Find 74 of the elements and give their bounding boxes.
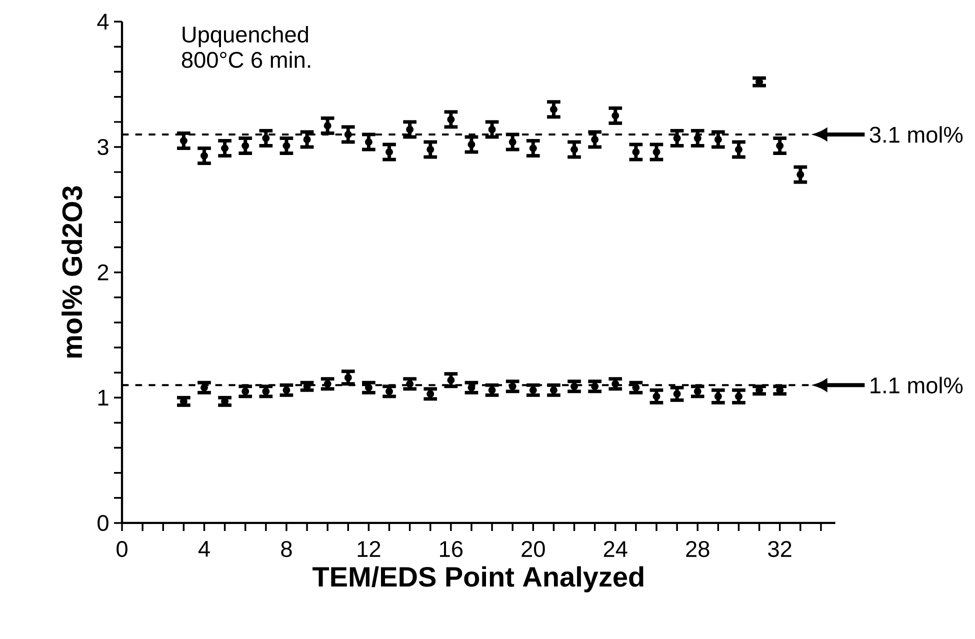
x-tick-label: 16 — [440, 541, 463, 558]
point — [776, 142, 784, 150]
x-tick-label: 4 — [198, 541, 210, 557]
point — [508, 138, 516, 146]
point — [406, 380, 414, 388]
point — [221, 144, 229, 152]
point — [200, 152, 208, 160]
point — [426, 390, 434, 398]
point — [673, 134, 681, 142]
point — [796, 170, 804, 178]
point — [303, 136, 311, 144]
y-tick-label: 3 — [98, 138, 108, 156]
point — [652, 148, 660, 156]
ref-line-label: 3.1 mol% — [870, 126, 963, 143]
point — [242, 388, 250, 396]
point — [488, 386, 496, 394]
y-tick-label: 0 — [98, 514, 108, 532]
point — [406, 126, 414, 134]
point — [364, 384, 372, 392]
point — [200, 384, 208, 392]
point — [570, 382, 578, 390]
x-axis-title: TEM/EDS Point Analyzed — [312, 566, 644, 592]
x-tick-label: 20 — [522, 541, 545, 558]
point — [324, 122, 332, 130]
annotation: 800°C 6 min. — [182, 51, 310, 68]
point — [282, 386, 290, 394]
point — [652, 392, 660, 400]
y-tick-label: 2 — [98, 264, 108, 280]
point — [673, 390, 681, 398]
x-tick-label: 12 — [358, 541, 380, 557]
point — [694, 134, 702, 142]
point — [632, 384, 640, 392]
point — [447, 376, 455, 384]
point — [386, 388, 393, 396]
point — [262, 388, 270, 396]
point — [508, 382, 516, 390]
point — [426, 146, 434, 154]
point — [447, 116, 455, 124]
point — [714, 392, 722, 400]
point — [180, 136, 188, 144]
point — [591, 136, 599, 144]
point — [262, 134, 270, 142]
point — [734, 392, 742, 400]
x-tick-label: 32 — [768, 541, 792, 558]
x-tick-label: 28 — [686, 541, 710, 558]
point — [529, 144, 537, 152]
point — [344, 130, 352, 138]
point — [694, 388, 702, 396]
point — [734, 146, 742, 154]
point — [612, 112, 620, 120]
point — [488, 126, 496, 134]
point — [550, 106, 558, 114]
point — [570, 146, 578, 154]
y-axis-title: mol% Gd2O3 — [62, 186, 82, 358]
point — [386, 148, 393, 156]
point — [591, 382, 599, 390]
x-tick-label: 24 — [604, 541, 628, 557]
point — [550, 386, 558, 394]
annotation: Upquenched — [182, 26, 308, 48]
y-tick-label: 1 — [98, 390, 108, 406]
point — [282, 142, 290, 150]
point — [364, 138, 372, 146]
point — [714, 136, 722, 144]
x-tick-label: 0 — [116, 541, 128, 558]
point — [529, 386, 537, 394]
x-tick-label: 8 — [281, 541, 292, 558]
point — [324, 380, 332, 388]
point — [632, 148, 640, 156]
point — [468, 140, 476, 148]
y-tick-label: 4 — [97, 14, 109, 30]
point — [344, 374, 352, 382]
point — [242, 142, 250, 150]
ref-line-label: 1.1 mol% — [870, 376, 963, 394]
point — [612, 380, 620, 388]
